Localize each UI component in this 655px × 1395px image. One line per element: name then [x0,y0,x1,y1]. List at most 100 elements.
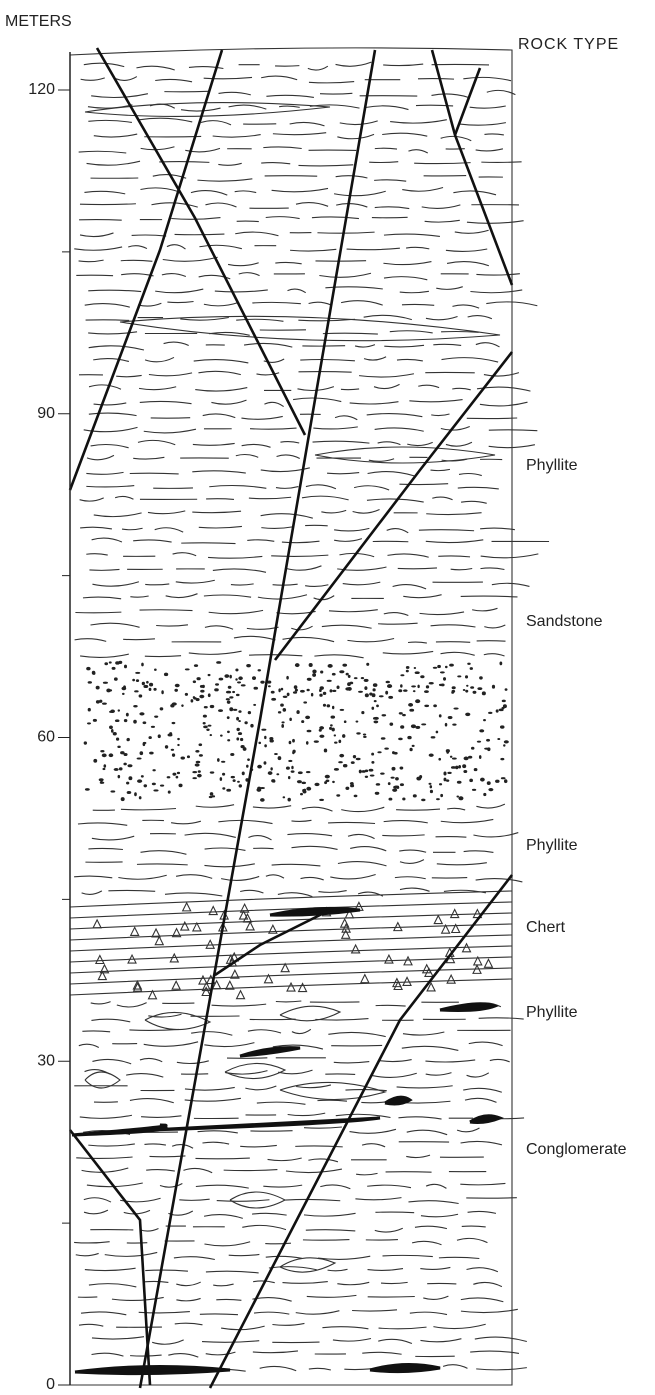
foliation [75,639,107,642]
sand-grain [291,770,295,772]
sand-grain [102,702,107,704]
foliation [152,1340,183,1344]
foliation [446,442,472,446]
foliation [89,1284,136,1287]
foliation [265,1243,291,1244]
sand-grain [300,793,303,796]
foliation [84,63,124,66]
foliation [176,1282,200,1286]
foliation [80,654,129,657]
foliation [79,220,122,221]
sand-grain [137,757,142,759]
sand-grain [430,790,433,793]
foliation [317,232,374,233]
sand-grain [382,714,387,716]
sand-grain [87,722,91,724]
foliation [452,388,470,389]
foliation [89,569,119,570]
foliation [174,1257,215,1260]
foliation [78,823,127,825]
foliation [155,289,203,293]
sand-grain [109,661,112,663]
sand-grain [398,689,402,692]
foliation [105,1252,157,1256]
sand-grain [324,748,327,752]
sand-grain [210,771,215,773]
sand-grain [492,685,495,689]
foliation [293,398,341,402]
foliation [436,642,470,643]
foliation [421,1214,458,1217]
sand-grain [429,754,434,757]
foliation [333,1338,371,1341]
sand-grain [229,696,233,698]
sand-grain [330,689,333,692]
foliation [204,77,252,78]
foliation [380,1060,412,1062]
foliation [80,233,113,237]
foliation [84,191,125,194]
foliation [86,320,130,321]
foliation [476,274,519,275]
sand-grain [387,684,392,688]
sand-grain [269,737,273,740]
foliation [194,360,249,363]
sand-grain [181,704,183,707]
sand-grain [477,741,481,743]
foliation [308,1159,338,1162]
sand-grain [146,681,149,684]
sand-grain [232,691,235,693]
sand-grain [283,796,286,798]
foliation [192,471,246,473]
foliation [126,1074,163,1078]
sand-grain [311,693,313,697]
foliation [323,333,378,334]
foliation [89,385,121,389]
foliation [85,1268,136,1270]
foliation [320,93,352,94]
sand-grain [440,794,443,797]
sand-grain [191,699,194,702]
foliation [82,1031,110,1032]
sand-grain [208,693,211,697]
sand-grain [398,738,403,741]
sand-grain [210,734,212,736]
sand-grain [361,677,364,679]
sand-grain [479,729,484,732]
sand-grain [371,761,374,764]
foliation [480,568,504,570]
foliation [144,1042,198,1046]
foliation [80,1115,132,1118]
foliation [457,1128,479,1132]
foliation [381,1282,408,1283]
sand-grain [140,751,144,755]
sand-grain [242,772,245,776]
foliation [461,1309,518,1312]
sand-grain [372,693,376,697]
foliation [264,402,283,406]
sand-grain [303,701,307,703]
sand-grain [236,728,239,731]
sand-grain [127,764,132,767]
foliation [86,472,123,474]
sand-grain [319,729,322,732]
foliation [443,1365,467,1369]
y-tick-label: 120 [28,81,55,98]
foliation [94,134,137,137]
sand-grain [400,684,403,687]
sand-grain [342,664,347,667]
sand-grain [429,682,434,684]
foliation [277,455,300,459]
foliation [319,273,371,277]
foliation [489,430,538,431]
sand-grain [487,781,491,785]
foliation [225,1071,267,1074]
foliation [303,1240,350,1241]
sand-grain [462,764,466,768]
sand-grain [353,755,356,758]
foliation [355,1198,401,1200]
fault [140,50,375,1388]
foliation [470,290,522,293]
sand-grain [504,779,507,783]
foliation [374,180,406,181]
